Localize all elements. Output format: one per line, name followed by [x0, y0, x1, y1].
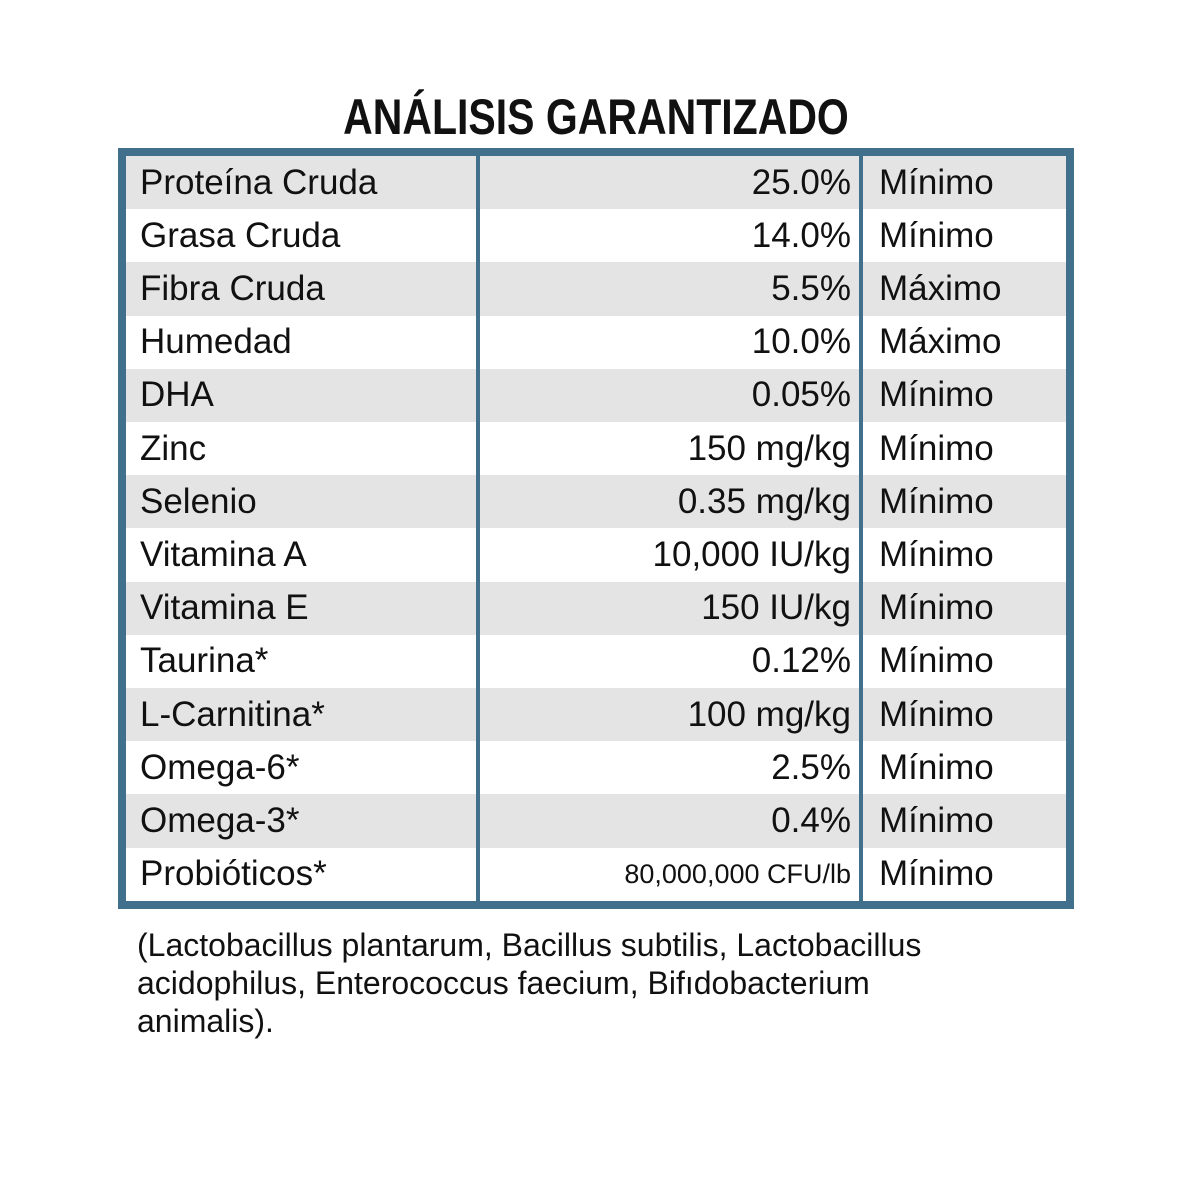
table-row: Omega-6* 2.5% Mínimo	[126, 741, 1066, 794]
table-row: Taurina* 0.12% Mínimo	[126, 635, 1066, 688]
table-row: Vitamina E 150 IU/kg Mínimo	[126, 581, 1066, 635]
nutrient-name: Fibra Cruda	[140, 269, 325, 308]
nutrient-name: Zinc	[140, 428, 207, 468]
nutrient-value: 150 mg/kg	[687, 428, 851, 468]
nutrient-qualifier: Mínimo	[879, 481, 994, 521]
nutrient-name: Proteína Cruda	[140, 162, 378, 202]
table-row: Proteína Cruda 25.0% Mínimo	[126, 156, 1066, 210]
nutrient-name: Taurina*	[140, 641, 269, 681]
footnote-line: animalis).	[137, 1003, 274, 1039]
nutrient-value: 0.12%	[751, 641, 851, 681]
nutrient-qualifier: Mínimo	[879, 428, 994, 468]
table-row: Selenio 0.35 mg/kg Mínimo	[126, 475, 1066, 529]
nutrient-qualifier: Mínimo	[879, 215, 994, 255]
nutrient-value: 150 IU/kg	[701, 588, 851, 628]
nutrient-value: 0.4%	[771, 801, 851, 841]
nutrient-name: Probióticos*	[140, 854, 327, 894]
footnote-line: acidophilus, Enterococcus faecium, Bifıd…	[137, 965, 870, 1001]
table-row: Humedad 10.0% Máximo	[126, 316, 1066, 369]
nutrient-name: DHA	[140, 375, 214, 415]
nutrient-qualifier: Mínimo	[879, 747, 994, 787]
table-row: Vitamina A 10,000 IU/kg Mínimo	[126, 528, 1066, 581]
nutrient-qualifier: Mínimo	[879, 854, 994, 894]
nutrient-value: 10.0%	[751, 322, 851, 362]
table-row: L-Carnitina* 100 mg/kg Mínimo	[126, 688, 1066, 742]
nutrient-value: 0.35 mg/kg	[677, 481, 851, 521]
nutrient-name: L-Carnitina*	[140, 694, 325, 734]
table-row: Omega-3* 0.4% Mínimo	[126, 794, 1066, 848]
column-divider	[476, 156, 480, 901]
nutrient-name: Selenio	[140, 481, 257, 521]
nutrient-name: Omega-6*	[140, 747, 300, 787]
nutrient-value: 10,000 IU/kg	[652, 535, 851, 575]
nutrient-qualifier: Mínimo	[879, 375, 994, 415]
table-row: Probióticos* 80,000,000 CFU/lb Mínimo	[126, 848, 1066, 901]
column-divider	[859, 156, 863, 901]
nutrient-name: Grasa Cruda	[140, 215, 341, 255]
analysis-title: ANÁLISIS GARANTIZADO	[343, 89, 849, 145]
nutrient-value: 0.05%	[751, 375, 851, 415]
nutrient-qualifier: Mínimo	[879, 588, 994, 628]
table-row: Fibra Cruda 5.5% Máximo	[126, 262, 1066, 316]
nutrient-qualifier: Mínimo	[879, 535, 994, 575]
analysis-table-rows: Proteína Cruda 25.0% Mínimo Grasa Cruda …	[126, 156, 1066, 901]
nutrient-qualifier: Máximo	[879, 269, 1002, 308]
nutrient-value: 5.5%	[771, 269, 851, 308]
nutrient-qualifier: Mínimo	[879, 694, 994, 734]
analysis-table: Proteína Cruda 25.0% Mínimo Grasa Cruda …	[118, 148, 1074, 909]
footnote-line: (Lactobacillus plantarum, Bacillus subti…	[137, 927, 922, 963]
nutrient-value: 14.0%	[751, 215, 851, 255]
probiotics-footnote: (Lactobacillus plantarum, Bacillus subti…	[137, 926, 1077, 1040]
nutrient-value: 2.5%	[771, 747, 851, 787]
table-row: Grasa Cruda 14.0% Mínimo	[126, 209, 1066, 262]
nutrient-value: 80,000,000 CFU/lb	[624, 858, 851, 889]
nutrient-qualifier: Mínimo	[879, 162, 994, 202]
nutrient-name: Humedad	[140, 322, 292, 362]
nutrient-qualifier: Mínimo	[879, 641, 994, 681]
table-row: Zinc 150 mg/kg Mínimo	[126, 422, 1066, 475]
nutrient-value: 25.0%	[751, 162, 851, 202]
nutrient-qualifier: Máximo	[879, 322, 1002, 362]
nutrient-name: Omega-3*	[140, 801, 300, 841]
nutrient-name: Vitamina A	[140, 535, 307, 575]
nutrient-qualifier: Mínimo	[879, 801, 994, 841]
table-row: DHA 0.05% Mínimo	[126, 368, 1066, 423]
nutrient-value: 100 mg/kg	[687, 694, 851, 734]
nutrient-name: Vitamina E	[140, 588, 309, 628]
